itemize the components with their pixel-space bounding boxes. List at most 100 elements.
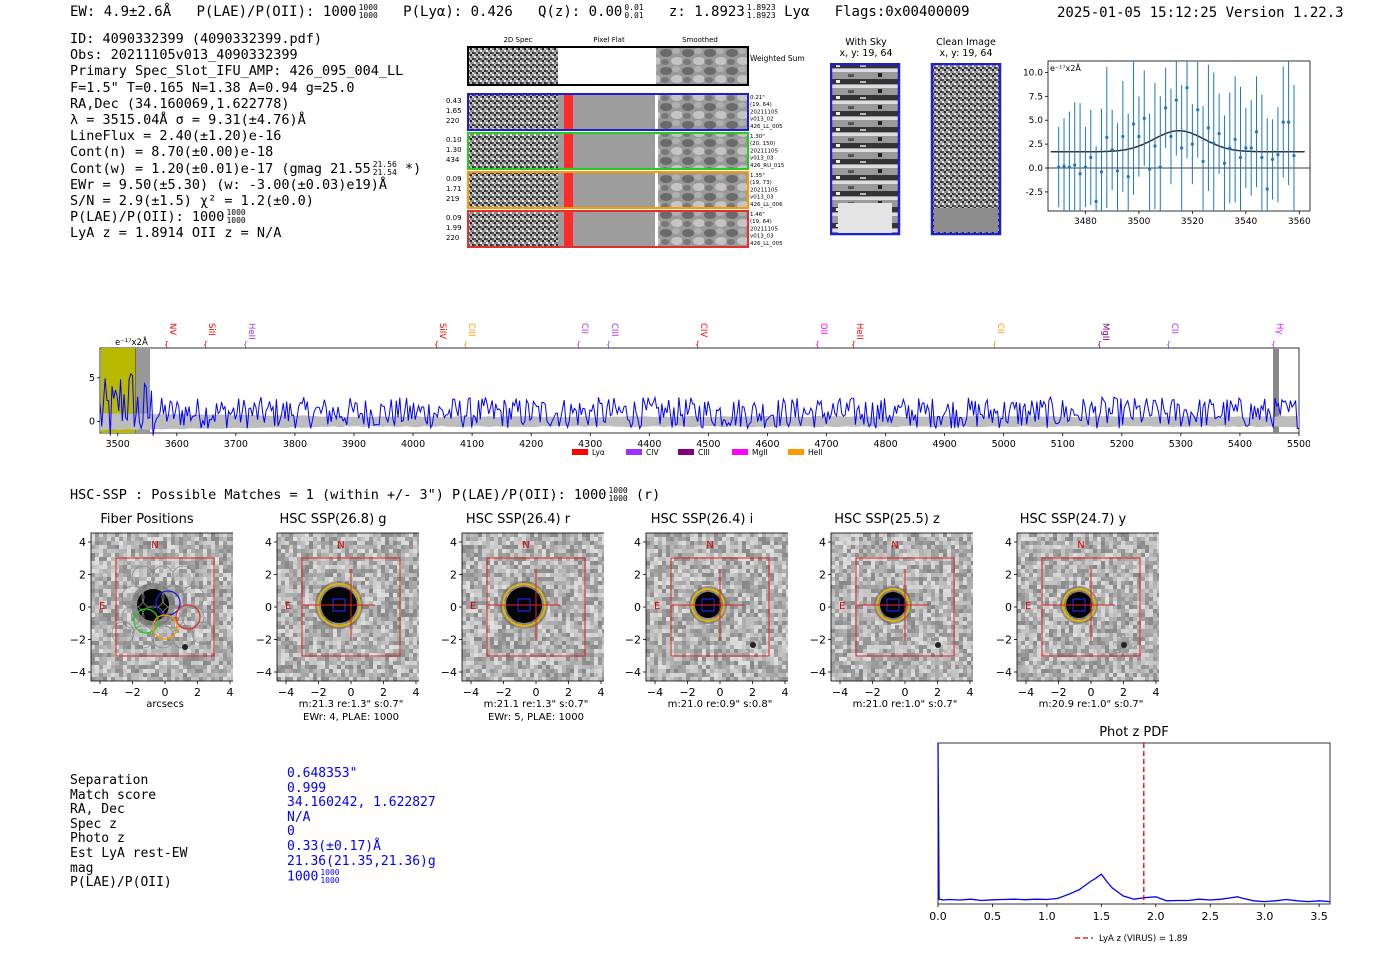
noise-pixel xyxy=(151,545,155,549)
noise-pixel xyxy=(678,565,682,569)
noise-pixel xyxy=(95,625,99,629)
noise-pixel xyxy=(127,549,131,553)
noise-pixel xyxy=(401,661,405,665)
noise-pixel xyxy=(578,661,582,665)
noise-pixel xyxy=(203,545,207,549)
noise-pixel xyxy=(770,577,774,581)
noise-pixel xyxy=(171,533,175,537)
noise-pixel xyxy=(486,645,490,649)
noise-pixel xyxy=(179,557,183,561)
noise-pixel xyxy=(534,645,538,649)
noise-pixel xyxy=(582,661,586,665)
noise-pixel xyxy=(598,569,602,573)
noise-pixel xyxy=(309,553,313,557)
noise-pixel xyxy=(203,665,207,669)
noise-pixel xyxy=(107,665,111,669)
noise-pixel xyxy=(369,653,373,657)
noise-pixel xyxy=(135,645,139,649)
noise-pixel xyxy=(127,629,131,633)
noise-pixel xyxy=(309,629,313,633)
noise-pixel xyxy=(526,669,530,673)
noise-pixel xyxy=(385,537,389,541)
east-label: E xyxy=(470,601,476,612)
noise-pixel xyxy=(546,541,550,545)
noise-pixel xyxy=(277,637,281,641)
noise-pixel xyxy=(698,573,702,577)
noise-pixel xyxy=(490,621,494,625)
noise-pixel xyxy=(538,641,542,645)
noise-pixel xyxy=(554,537,558,541)
noise-pixel xyxy=(313,673,317,677)
noise-pixel xyxy=(135,565,139,569)
noise-pixel xyxy=(417,545,419,549)
noise-pixel xyxy=(167,561,171,565)
cutout-red-column xyxy=(564,172,573,208)
noise-pixel xyxy=(231,641,233,645)
noise-pixel xyxy=(103,613,107,617)
noise-pixel xyxy=(494,609,498,613)
noise-pixel xyxy=(345,653,349,657)
noise-pixel xyxy=(486,597,490,601)
noise-pixel xyxy=(277,597,281,601)
noise-pixel xyxy=(682,541,686,545)
noise-pixel xyxy=(179,565,183,569)
noise-pixel xyxy=(381,669,385,673)
noise-pixel xyxy=(470,657,474,661)
noise-pixel xyxy=(510,545,514,549)
noise-pixel xyxy=(494,625,498,629)
noise-pixel xyxy=(337,629,341,633)
noise-pixel xyxy=(586,545,590,549)
noise-pixel xyxy=(646,577,650,581)
noise-pixel xyxy=(289,581,293,585)
noise-pixel xyxy=(111,545,115,549)
noise-pixel xyxy=(746,553,750,557)
noise-pixel xyxy=(510,661,514,665)
noise-pixel xyxy=(570,589,574,593)
noise-pixel xyxy=(191,605,195,609)
noise-pixel xyxy=(211,593,215,597)
noise-pixel xyxy=(341,577,345,581)
noise-pixel xyxy=(127,621,131,625)
noise-pixel xyxy=(486,589,490,593)
noise-pixel xyxy=(470,537,474,541)
noise-pixel xyxy=(207,569,211,573)
noise-pixel xyxy=(490,553,494,557)
noise-pixel xyxy=(385,581,389,585)
noise-pixel xyxy=(502,637,506,641)
noise-pixel xyxy=(385,605,389,609)
noise-pixel xyxy=(159,661,163,665)
noise-pixel xyxy=(678,533,682,537)
noise-pixel xyxy=(211,661,215,665)
noise-pixel xyxy=(175,533,179,537)
noise-pixel xyxy=(674,569,678,573)
noise-pixel xyxy=(111,561,115,565)
noise-pixel xyxy=(526,541,530,545)
noise-pixel xyxy=(175,673,179,677)
noise-pixel xyxy=(373,565,377,569)
noise-pixel xyxy=(490,609,494,613)
noise-pixel xyxy=(738,549,742,553)
info-cont-w: Cont(w) = 1.20(±0.01)e-17 (gmag 21.55 21.… xyxy=(70,159,422,177)
noise-pixel xyxy=(474,577,478,581)
noise-pixel xyxy=(207,561,211,565)
noise-pixel xyxy=(345,569,349,573)
noise-pixel xyxy=(313,597,317,601)
noise-pixel xyxy=(666,553,670,557)
noise-pixel xyxy=(482,649,486,653)
noise-pixel xyxy=(107,573,111,577)
noise-pixel xyxy=(119,613,123,617)
noise-pixel xyxy=(191,665,195,669)
noise-pixel xyxy=(329,557,333,561)
noise-pixel xyxy=(397,653,401,657)
noise-pixel xyxy=(373,661,377,665)
noise-pixel xyxy=(151,649,155,653)
noise-pixel xyxy=(127,661,131,665)
noise-pixel xyxy=(203,629,207,633)
noise-pixel xyxy=(199,557,203,561)
noise-pixel xyxy=(570,561,574,565)
noise-pixel xyxy=(486,629,490,633)
noise-pixel xyxy=(313,641,317,645)
header-ew: EW: 4.9±2.6Å xyxy=(70,4,172,20)
noise-pixel xyxy=(123,677,127,681)
